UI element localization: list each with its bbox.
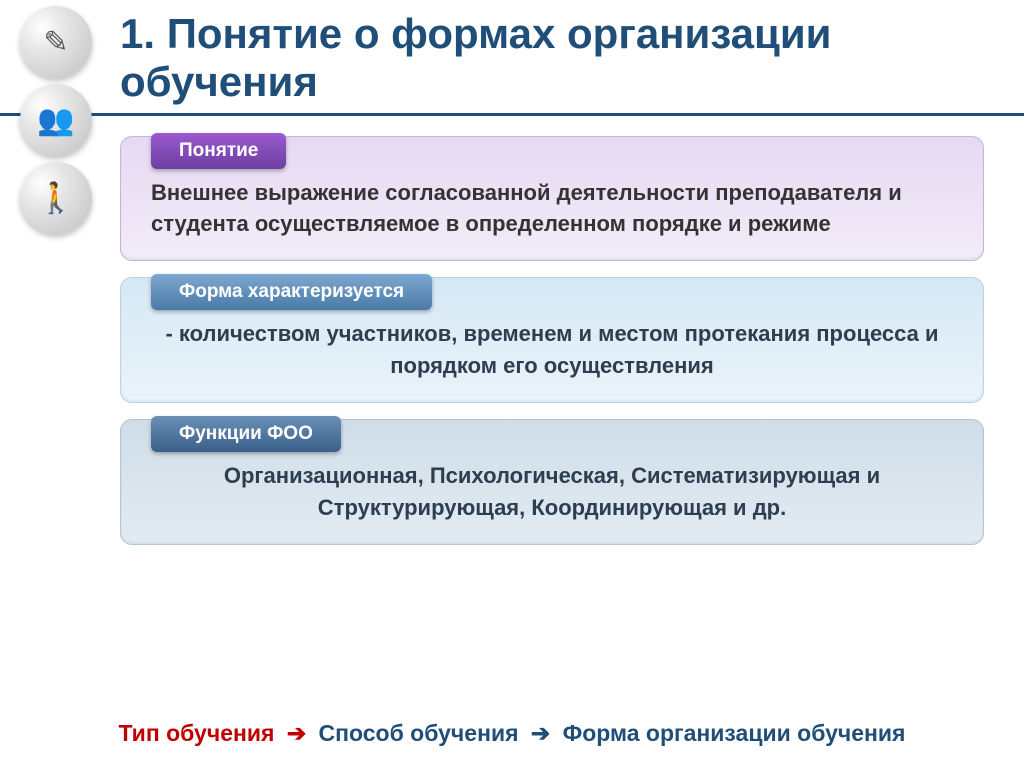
concept-tab: Понятие	[151, 133, 286, 169]
deco-icon-1: ✎	[20, 6, 92, 78]
concept-text: Внешнее выражение согласованной деятельн…	[151, 177, 953, 241]
content-area: Понятие Внешнее выражение согласованной …	[0, 116, 1024, 545]
pencil-icon: ✎	[43, 25, 68, 60]
deco-icon-2: 👥	[20, 84, 92, 156]
people-icon: 👥	[37, 103, 74, 138]
functions-tab: Функции ФОО	[151, 416, 341, 452]
slide-title: 1. Понятие о формах организации обучения	[120, 10, 1004, 113]
functions-text: Организационная, Психологическая, Систем…	[151, 460, 953, 524]
chain-part-3: Форма организации обучения	[563, 720, 906, 746]
deco-icon-3: 🚶	[20, 162, 92, 234]
side-icons-column: ✎ 👥 🚶	[20, 0, 110, 240]
bottom-chain: Тип обучения ➔ Способ обучения ➔ Форма о…	[0, 720, 1024, 747]
arrow-icon: ➔	[287, 720, 306, 747]
title-area: 1. Понятие о формах организации обучения	[0, 0, 1024, 116]
form-text: - количеством участников, временем и мес…	[151, 318, 953, 382]
arrow-icon: ➔	[531, 720, 550, 747]
chain-part-2: Способ обучения	[319, 720, 519, 746]
functions-block: Функции ФОО Организационная, Психологиче…	[120, 419, 984, 545]
chain-part-1: Тип обучения	[119, 720, 275, 746]
form-tab: Форма характеризуется	[151, 274, 432, 310]
walking-icon: 🚶	[37, 181, 74, 216]
concept-block: Понятие Внешнее выражение согласованной …	[120, 136, 984, 262]
form-block: Форма характеризуется - количеством учас…	[120, 277, 984, 403]
slide: ✎ 👥 🚶 1. Понятие о формах организации об…	[0, 0, 1024, 767]
